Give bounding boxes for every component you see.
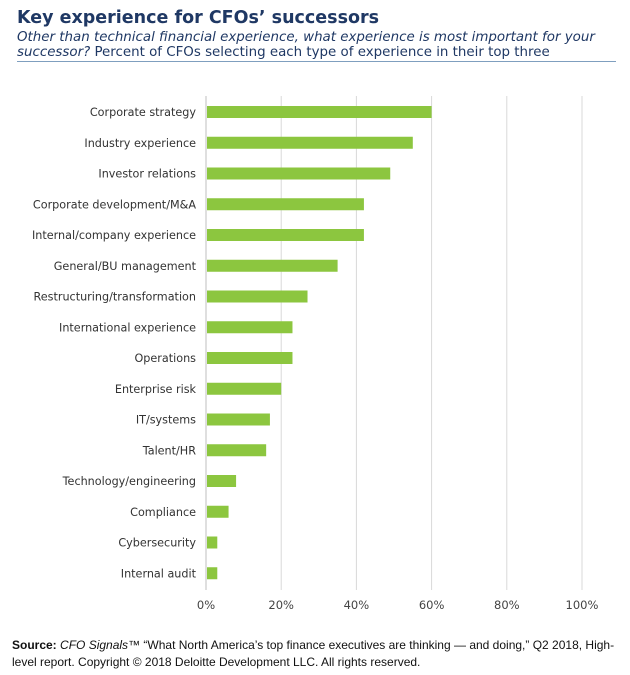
category-label: Compliance [130, 506, 196, 519]
source-title: CFO Signals [60, 638, 129, 652]
survey-question: Other than technical financial experienc… [17, 30, 595, 60]
x-tick-label: 60% [419, 598, 445, 612]
category-label: Corporate development/M&A [33, 198, 196, 211]
bar [207, 352, 293, 364]
bar [207, 321, 293, 334]
bar [207, 167, 391, 180]
category-label: Investor relations [98, 168, 196, 181]
chart-title: Key experience for CFOs’ successors [17, 8, 380, 28]
bar [207, 382, 282, 395]
chart-description: Percent of CFOs selecting each type of e… [94, 45, 550, 60]
category-label: IT/systems [136, 414, 196, 427]
bar [207, 475, 237, 487]
category-label: Talent/HR [142, 444, 196, 457]
category-label: Internal audit [121, 567, 197, 580]
bar [207, 290, 308, 303]
category-label: Restructuring/transformation [34, 291, 197, 304]
bar [207, 259, 338, 272]
category-label: Industry experience [84, 137, 196, 150]
category-label: Technology/engineering [62, 475, 196, 488]
bar [207, 567, 218, 580]
category-label: Operations [134, 352, 196, 365]
bar [207, 536, 218, 549]
category-label: Enterprise risk [115, 383, 197, 396]
x-tick-label: 40% [344, 598, 370, 612]
x-tick-label: 20% [268, 598, 294, 612]
chart-subtitle: Other than technical financial experienc… [17, 30, 617, 60]
bar [207, 229, 364, 241]
source-label: Source: [12, 638, 57, 652]
bar-chart: 0% 20% 40% 60% 80% 100% Corporate strategy Indu… [32, 96, 599, 612]
x-tick-label: 80% [494, 598, 520, 612]
bar [207, 444, 267, 457]
category-label: General/BU management [54, 260, 197, 273]
category-label: Cybersecurity [118, 537, 196, 550]
source-text: “What North America’s top finance execut… [12, 638, 615, 669]
trademark-symbol: ™ [128, 638, 141, 652]
header-divider [17, 61, 616, 62]
bar [207, 505, 229, 518]
category-label: Internal/company experience [32, 229, 196, 242]
bar [207, 413, 270, 426]
x-tick-label: 0% [197, 598, 215, 612]
bar [207, 136, 413, 149]
bar [207, 106, 432, 118]
category-label: Corporate strategy [90, 106, 197, 119]
x-tick-label: 100% [566, 598, 599, 612]
source-note: Source: CFO Signals™ “What North America… [12, 637, 618, 671]
category-label: International experience [59, 321, 196, 334]
bar [207, 198, 364, 211]
